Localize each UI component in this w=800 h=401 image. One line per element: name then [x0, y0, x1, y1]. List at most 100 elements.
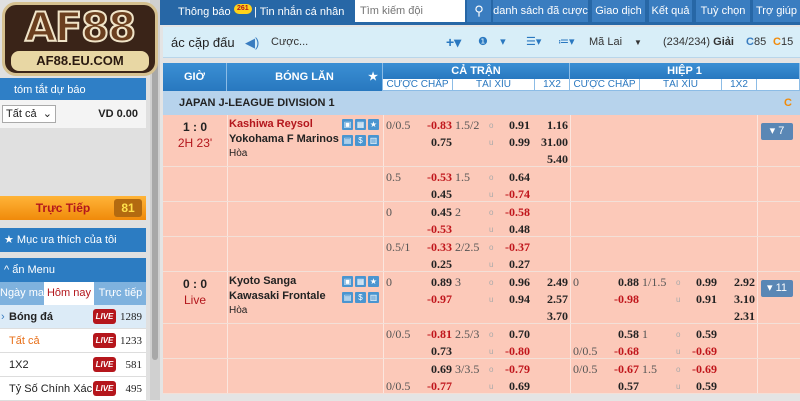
total-odds[interactable]: 0.59	[696, 379, 717, 393]
tab-live[interactable]: Trực tiếp	[98, 287, 143, 299]
money-icon[interactable]: $	[355, 292, 366, 303]
handicap-odds[interactable]: -0.67	[614, 362, 639, 376]
total-odds[interactable]: 0.94	[509, 292, 530, 306]
handicap-odds[interactable]: -0.68	[614, 344, 639, 358]
chart-icon[interactable]: ▥	[368, 292, 379, 303]
away-team[interactable]: Yokohama F Marinos	[229, 133, 339, 145]
total-odds[interactable]: 0.27	[509, 257, 530, 271]
handicap-odds[interactable]: 0.57	[618, 379, 639, 393]
1x2-odds[interactable]: 5.40	[547, 152, 568, 166]
handicap-odds[interactable]: -0.81	[427, 327, 452, 341]
refresh-today-button[interactable]: C15	[773, 27, 793, 58]
sidebar-item[interactable]: Bóng đá › LIVE 1289	[0, 305, 146, 329]
1x2-odds[interactable]: 2.57	[547, 292, 568, 306]
handicap-odds[interactable]: -0.33	[427, 240, 452, 254]
handicap-odds[interactable]: 0.73	[431, 344, 452, 358]
1x2-odds[interactable]: 3.10	[734, 292, 755, 306]
sidebar-scrollbar[interactable]	[150, 0, 160, 400]
total-odds[interactable]: 0.64	[509, 170, 530, 184]
total-odds[interactable]: 0.48	[509, 222, 530, 236]
hide-menu-button[interactable]: ^ ẩn Menu	[0, 258, 146, 282]
forecast-summary-header[interactable]: tóm tắt dự báo	[0, 78, 146, 100]
total-odds[interactable]: 0.70	[509, 327, 530, 341]
tv-icon[interactable]: ▣	[342, 276, 353, 287]
1x2-odds[interactable]: 31.00	[541, 135, 568, 149]
star-icon[interactable]: ★	[368, 276, 379, 287]
sidebar-item[interactable]: Tất cả LIVE 1233	[0, 329, 146, 353]
total-odds[interactable]: -0.74	[505, 187, 530, 201]
stats-icon[interactable]: ▤	[342, 292, 353, 303]
handicap-odds[interactable]: -0.77	[427, 379, 452, 393]
handicap-odds[interactable]: 0.75	[431, 135, 452, 149]
total-odds[interactable]: 0.69	[509, 379, 530, 393]
bet-list-button[interactable]: danh sách đã cược	[493, 0, 588, 22]
add-icon[interactable]: +▾	[446, 34, 462, 50]
total-odds[interactable]: -0.58	[505, 205, 530, 219]
tab-tomorrow[interactable]: Ngày mai	[0, 287, 47, 299]
list-view-icon[interactable]: ≔▾	[558, 36, 575, 48]
handicap-odds[interactable]: 0.88	[618, 275, 639, 289]
total-odds[interactable]: -0.69	[692, 362, 717, 376]
handicap-odds[interactable]: -0.98	[614, 292, 639, 306]
tab-today[interactable]: Hôm nay	[44, 282, 94, 305]
total-odds[interactable]: 0.59	[696, 327, 717, 341]
1x2-odds[interactable]: 3.70	[547, 309, 568, 323]
search-input[interactable]	[355, 0, 465, 22]
transactions-button[interactable]: Giao dịch	[592, 0, 645, 22]
sidebar-item[interactable]: 1X2 LIVE 581	[0, 353, 146, 377]
1x2-odds[interactable]: 2.49	[547, 275, 568, 289]
league-row[interactable]: JAPAN J-LEAGUE DIVISION 1 C	[163, 91, 800, 115]
favorite-star-icon[interactable]: ★	[368, 71, 378, 83]
sort-icon[interactable]: ☰▾	[526, 36, 542, 48]
handicap-odds[interactable]: 0.58	[618, 327, 639, 341]
refresh-live-button[interactable]: C85	[746, 27, 766, 58]
handicap-odds[interactable]: -0.53	[427, 222, 452, 236]
notifications-link[interactable]: Thông báo	[178, 6, 231, 18]
away-team[interactable]: Kawasaki Frontale	[229, 290, 326, 302]
filter-select[interactable]: Tất cả ⌄	[2, 105, 56, 123]
odds-type-select[interactable]: Mã Lai ▼	[589, 27, 642, 58]
sidebar-item[interactable]: Tỷ Số Chính Xác LIVE 495	[0, 377, 146, 401]
more-bets-button[interactable]: ▾ 11	[761, 280, 793, 297]
results-button[interactable]: Kết quả	[649, 0, 692, 22]
home-team[interactable]: Kashiwa Reysol	[229, 118, 313, 130]
favorites-button[interactable]: ★ Mục ưa thích của tôi	[0, 228, 146, 252]
tv-icon[interactable]: ▣	[342, 119, 353, 130]
money-icon[interactable]: $	[355, 135, 366, 146]
more-bets-button[interactable]: ▾ 7	[761, 123, 793, 140]
total-odds[interactable]: 0.91	[696, 292, 717, 306]
total-odds[interactable]: -0.69	[692, 344, 717, 358]
league-filter[interactable]: (234/234) Giải	[663, 27, 734, 58]
speaker-icon[interactable]: ◀)	[245, 35, 260, 50]
total-odds[interactable]: 0.99	[509, 135, 530, 149]
handicap-odds[interactable]: -0.97	[427, 292, 452, 306]
total-odds[interactable]: 0.91	[509, 118, 530, 132]
handicap-odds[interactable]: -0.53	[427, 170, 452, 184]
total-odds[interactable]: 0.99	[696, 275, 717, 289]
star-icon[interactable]: ★	[368, 119, 379, 130]
grid-icon[interactable]: ▦	[355, 119, 366, 130]
handicap-odds[interactable]: -0.83	[427, 118, 452, 132]
handicap-odds[interactable]: 0.45	[431, 187, 452, 201]
1x2-odds[interactable]: 2.92	[734, 275, 755, 289]
handicap-odds[interactable]: 0.69	[431, 362, 452, 376]
help-button[interactable]: Trợ giúp	[753, 0, 800, 22]
home-team[interactable]: Kyoto Sanga	[229, 275, 297, 287]
refresh-icon[interactable]: C	[784, 97, 792, 109]
total-odds[interactable]: -0.37	[505, 240, 530, 254]
grid-icon[interactable]: ▦	[355, 276, 366, 287]
messages-link[interactable]: | Tin nhắn cá nhân	[254, 6, 345, 18]
handicap-odds[interactable]: 0.45	[431, 205, 452, 219]
sport-filter-icon[interactable]: ❶ ▾	[478, 36, 506, 48]
stats-icon[interactable]: ▤	[342, 135, 353, 146]
handicap-odds[interactable]: 0.89	[431, 275, 452, 289]
handicap-odds[interactable]: 0.25	[431, 257, 452, 271]
total-odds[interactable]: -0.79	[505, 362, 530, 376]
search-icon[interactable]: ⚲	[467, 0, 491, 22]
total-odds[interactable]: -0.80	[505, 344, 530, 358]
chart-icon[interactable]: ▥	[368, 135, 379, 146]
1x2-odds[interactable]: 2.31	[734, 309, 755, 323]
total-odds[interactable]: 0.96	[509, 275, 530, 289]
live-button[interactable]: Trực Tiếp 81	[0, 196, 146, 220]
1x2-odds[interactable]: 1.16	[547, 118, 568, 132]
